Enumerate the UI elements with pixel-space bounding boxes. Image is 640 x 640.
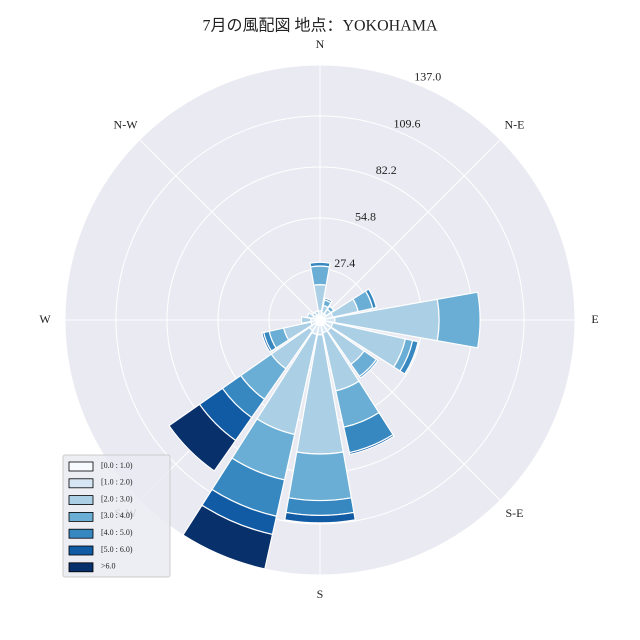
legend-label: [4.0 : 5.0) <box>101 528 133 537</box>
rose-segment <box>285 497 355 517</box>
rose-segment <box>309 261 331 268</box>
legend-swatch <box>68 478 94 489</box>
r-tick-label: 109.6 <box>394 116 421 130</box>
rose-segment <box>261 331 273 353</box>
angle-tick-label: E <box>591 312 598 326</box>
rose-segment <box>284 511 356 524</box>
r-tick-label: 82.2 <box>376 163 397 177</box>
rose-segment <box>348 433 395 456</box>
legend-swatch <box>68 562 94 573</box>
legend-label: [0.0 : 1.0) <box>101 461 133 470</box>
angle-tick-label: N-W <box>114 117 139 131</box>
r-tick-label: 54.8 <box>355 209 376 223</box>
rose-segment <box>323 297 333 304</box>
angle-tick-label: N-E <box>504 117 524 131</box>
legend-swatch <box>68 528 94 539</box>
rose-segment <box>364 288 378 310</box>
legend-swatch <box>68 545 94 556</box>
angle-tick-label: S-E <box>505 506 523 520</box>
rose-segment <box>399 339 419 375</box>
legend-label: [2.0 : 3.0) <box>101 494 133 503</box>
grid-spoke <box>139 139 321 321</box>
angle-tick-label: W <box>39 312 51 326</box>
rose-segment <box>358 358 379 379</box>
legend-swatch <box>68 461 94 472</box>
r-tick-label: 137.0 <box>414 70 441 84</box>
legend: [0.0 : 1.0) [1.0 : 2.0) [2.0 : 3.0) [3.0 : … <box>62 454 171 578</box>
rose-segment <box>309 265 331 286</box>
legend-swatch <box>68 495 94 506</box>
rose-segment <box>314 310 320 317</box>
rose-segment <box>287 451 353 502</box>
legend-swatch <box>68 512 94 522</box>
r-tick-label: 27.4 <box>334 256 355 270</box>
angle-tick-label: S <box>317 587 324 601</box>
rose-segment <box>182 504 274 570</box>
legend-label: [3.0 : 4.0) <box>101 511 133 520</box>
grid-spoke <box>319 139 501 321</box>
legend-label: [1.0 : 2.0) <box>101 478 133 487</box>
legend-label: >6.0 <box>101 562 116 571</box>
rose-segment <box>168 403 237 472</box>
angle-tick-label: N <box>316 37 325 51</box>
legend-label: [5.0 : 6.0) <box>101 545 133 554</box>
rose-segment <box>436 291 481 349</box>
chart-title: 7月の風配図 地点：YOKOHAMA <box>202 17 438 35</box>
